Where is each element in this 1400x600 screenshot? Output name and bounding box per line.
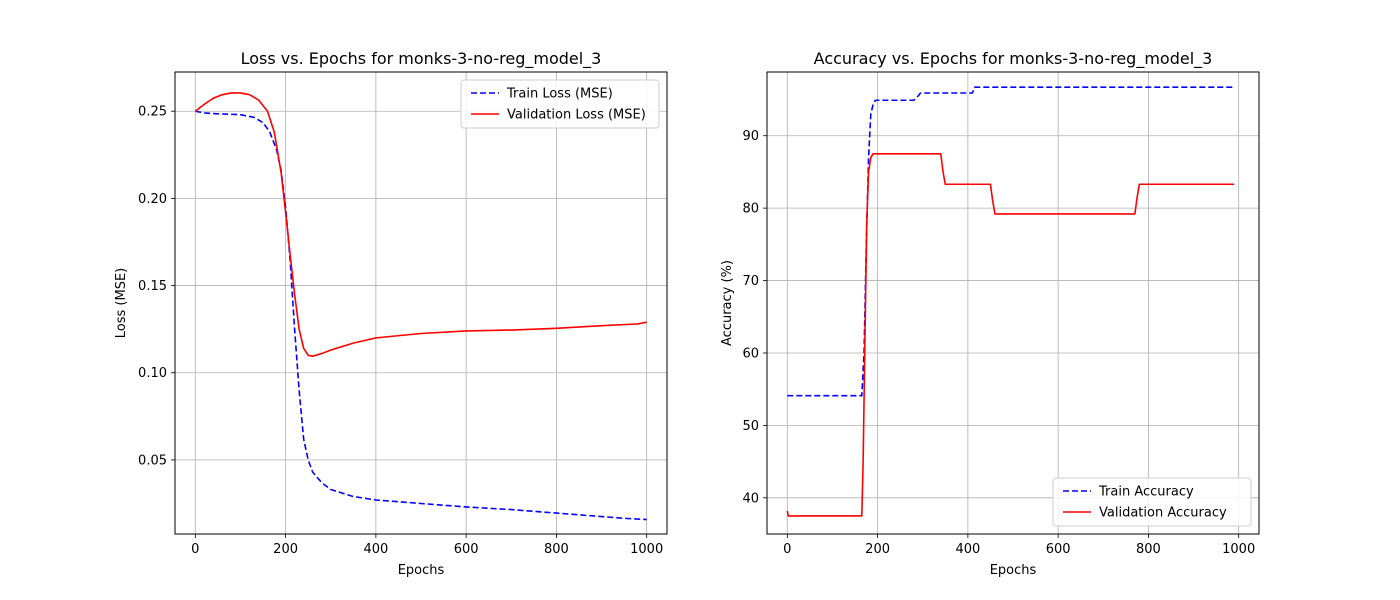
accuracy-x-axis-label: Epochs	[990, 563, 1037, 578]
accuracy-y-tick-label: 70	[742, 274, 759, 289]
loss-legend: Train Loss (MSE) Validation Loss (MSE)	[460, 79, 660, 129]
accuracy-y-tick-label: 80	[742, 202, 759, 217]
accuracy-legend-box	[1052, 477, 1252, 527]
loss-chart-panel: Loss vs. Epochs for monks-3-no-reg_model…	[114, 49, 668, 578]
accuracy-gridlines	[767, 72, 1259, 534]
loss-y-axis-label: Loss (MSE)	[114, 268, 129, 338]
loss-series-train-loss-mse	[195, 110, 647, 521]
accuracy-chart-title: Accuracy vs. Epochs for monks-3-no-reg_m…	[814, 49, 1213, 69]
accuracy-x-tick-label: 1000	[1222, 542, 1255, 557]
loss-x-axis-label: Epochs	[398, 563, 445, 578]
loss-x-tick-label: 200	[273, 542, 298, 557]
loss-x-tick-label: 600	[454, 542, 479, 557]
loss-gridlines	[175, 72, 667, 534]
accuracy-y-axis-label: Accuracy (%)	[720, 260, 735, 346]
loss-ticks: 0 200 400 600 800 1000 0.05 0.10 0.15 0.20 0.25	[138, 105, 663, 557]
accuracy-plot-frame	[766, 71, 1260, 535]
loss-y-tick-label: 0.05	[138, 453, 167, 468]
accuracy-x-tick-label: 600	[1046, 542, 1071, 557]
loss-legend-label: Train Loss (MSE)	[506, 87, 613, 102]
loss-legend-label: Validation Loss (MSE)	[507, 108, 646, 123]
accuracy-y-tick-label: 40	[742, 491, 759, 506]
accuracy-y-tick-label: 50	[742, 419, 759, 434]
accuracy-ticks: 0 200 400 600 800 1000 40 50 60 70 80 90	[742, 129, 1255, 557]
loss-chart-title: Loss vs. Epochs for monks-3-no-reg_model…	[241, 49, 602, 69]
loss-legend-box	[460, 79, 660, 129]
accuracy-legend-label: Train Accuracy	[1098, 485, 1194, 500]
accuracy-x-tick-label: 800	[1136, 542, 1161, 557]
accuracy-x-tick-label: 0	[783, 542, 791, 557]
loss-y-tick-label: 0.10	[138, 366, 167, 381]
accuracy-legend: Train Accuracy Validation Accuracy	[1052, 477, 1252, 527]
accuracy-y-tick-label: 60	[742, 346, 759, 361]
accuracy-series-train-accuracy	[787, 86, 1235, 397]
loss-x-tick-label: 0	[191, 542, 199, 557]
accuracy-x-tick-label: 400	[955, 542, 980, 557]
loss-series-validation-loss-mse	[194, 92, 647, 357]
loss-y-tick-label: 0.15	[138, 279, 167, 294]
loss-x-tick-label: 800	[544, 542, 569, 557]
accuracy-chart-panel: Accuracy vs. Epochs for monks-3-no-reg_m…	[720, 49, 1260, 578]
loss-y-tick-label: 0.20	[138, 192, 167, 207]
loss-x-tick-label: 400	[363, 542, 388, 557]
loss-x-tick-label: 1000	[630, 542, 663, 557]
accuracy-legend-label: Validation Accuracy	[1099, 506, 1227, 521]
accuracy-y-tick-label: 90	[742, 129, 759, 144]
loss-plot-frame	[174, 71, 668, 535]
loss-series-layer	[194, 92, 647, 521]
loss-y-tick-label: 0.25	[138, 105, 167, 120]
accuracy-series-layer	[786, 86, 1235, 517]
accuracy-series-validation-accuracy	[786, 153, 1235, 517]
accuracy-x-tick-label: 200	[865, 542, 890, 557]
